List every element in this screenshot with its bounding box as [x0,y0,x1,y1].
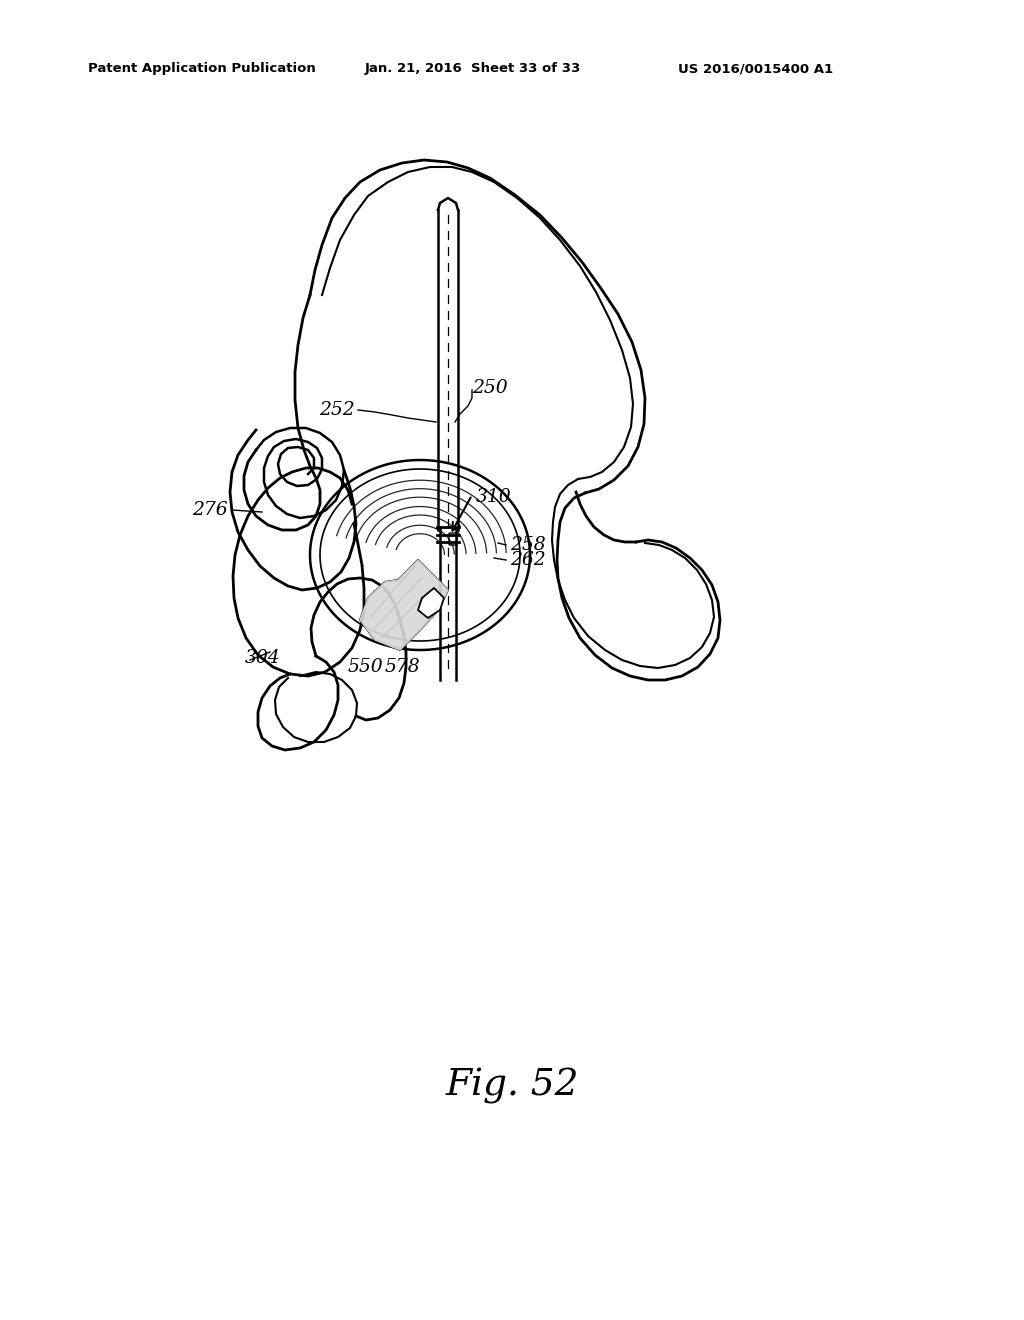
Text: Jan. 21, 2016  Sheet 33 of 33: Jan. 21, 2016 Sheet 33 of 33 [365,62,582,75]
Text: 258: 258 [510,536,546,554]
Text: 252: 252 [319,401,355,418]
Polygon shape [360,560,449,649]
Text: 276: 276 [193,502,228,519]
Text: 310: 310 [476,488,512,506]
FancyBboxPatch shape [449,533,457,545]
Text: 304: 304 [245,649,281,667]
Polygon shape [418,587,444,618]
Text: 578: 578 [385,657,421,676]
Text: Fig. 52: Fig. 52 [445,1068,579,1104]
Text: US 2016/0015400 A1: US 2016/0015400 A1 [678,62,834,75]
Text: 550: 550 [348,657,384,676]
Text: Patent Application Publication: Patent Application Publication [88,62,315,75]
Text: 250: 250 [472,379,508,397]
Text: 262: 262 [510,550,546,569]
